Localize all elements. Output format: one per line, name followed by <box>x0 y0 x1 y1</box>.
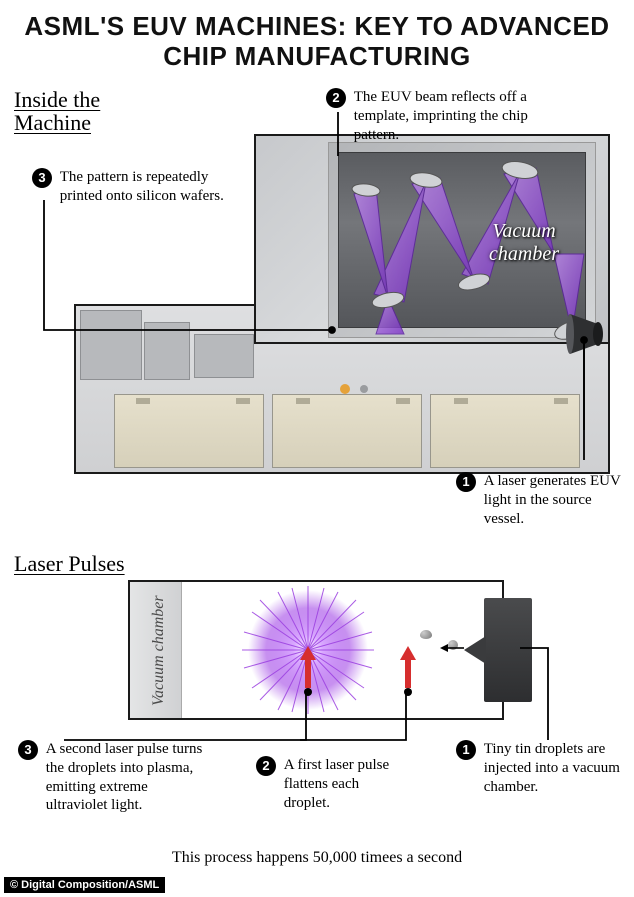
callout-badge: 3 <box>18 740 38 760</box>
credit-line: © Digital Composition/ASML <box>4 877 165 893</box>
callout-s2-1: 1 Tiny tin droplets are injected into a … <box>456 740 634 796</box>
callout-s2-2: 2 A first laser pulse flattens each drop… <box>256 756 416 812</box>
callout-badge: 1 <box>456 740 476 760</box>
callout-text: A first laser pulse flattens each drople… <box>284 756 404 812</box>
callout-s2-3: 3 A second laser pulse turns the droplet… <box>18 740 208 815</box>
footer-note: This process happens 50,000 timees a sec… <box>0 849 634 867</box>
callout-text: Tiny tin droplets are injected into a va… <box>484 740 630 796</box>
callout-badge: 2 <box>256 756 276 776</box>
callout-text: A second laser pulse turns the droplets … <box>46 740 206 815</box>
